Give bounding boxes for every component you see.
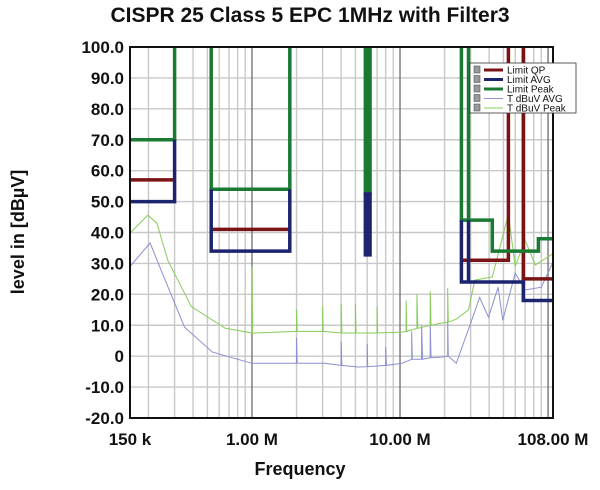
y-tick-label: 30.0 [91,254,124,273]
legend-label: Limit AVG [507,75,551,86]
y-tick-label: 90.0 [91,69,124,88]
y-tick-label: 70.0 [91,131,124,150]
legend-marker-icon [473,84,481,93]
x-tick-label: 108.00 M [518,430,589,449]
x-tick-label: 150 k [109,430,152,449]
y-tick-labels: 100.0 90.0 80.0 70.0 60.0 50.0 40.0 30.0 20.0 10.… [81,38,124,428]
legend-label: Limit Peak [507,85,555,96]
series-t-dbuv-avg [129,242,553,368]
limit-limit-qp [521,47,553,281]
y-tick-label: 0 [115,347,124,366]
legend-label: T dBuV AVG [507,94,563,105]
y-tick-label: 60.0 [91,162,124,181]
y-tick-label: -20.0 [85,409,124,428]
limit-limit-avg [209,189,292,253]
x-tick-label: 1.00 M [226,430,278,449]
y-tick-label: 10.0 [91,316,124,335]
legend-marker-icon [473,75,481,83]
series-t-dbuv-peak [129,213,553,334]
legend-marker-icon [473,94,481,102]
y-tick-label: 80.0 [91,100,124,119]
plot-border [129,46,554,419]
y-tick-label: 50.0 [91,193,124,212]
y-tick-label: -10.0 [85,378,124,397]
legend-label: Limit QP [507,66,546,77]
series-lines [129,47,553,368]
legend-marker-icon [473,103,481,112]
limit-limit-peak [209,47,292,191]
x-axis-label: Frequency [254,459,345,479]
legend-marker-icon [473,65,481,74]
legend-label: T dBuV Peak [507,104,567,115]
x-tick-labels: 150 k 1.00 M 10.00 M 108.00 M [109,430,589,449]
y-tick-label: 20.0 [91,285,124,304]
limit-limit-avg [363,192,372,257]
limit-limit-avg [459,220,553,303]
x-tick-label: 10.00 M [369,430,430,449]
y-tick-label: 40.0 [91,224,124,243]
y-axis-label: level in [dBµV] [8,170,28,294]
chart-title: CISPR 25 Class 5 EPC 1MHz with Filter3 [110,4,509,27]
limit-limit-peak [130,47,177,142]
y-tick-label: 100.0 [81,38,124,57]
limit-limit-peak [363,47,372,195]
limit-limit-qp [461,47,511,263]
limit-limit-avg [130,139,177,204]
